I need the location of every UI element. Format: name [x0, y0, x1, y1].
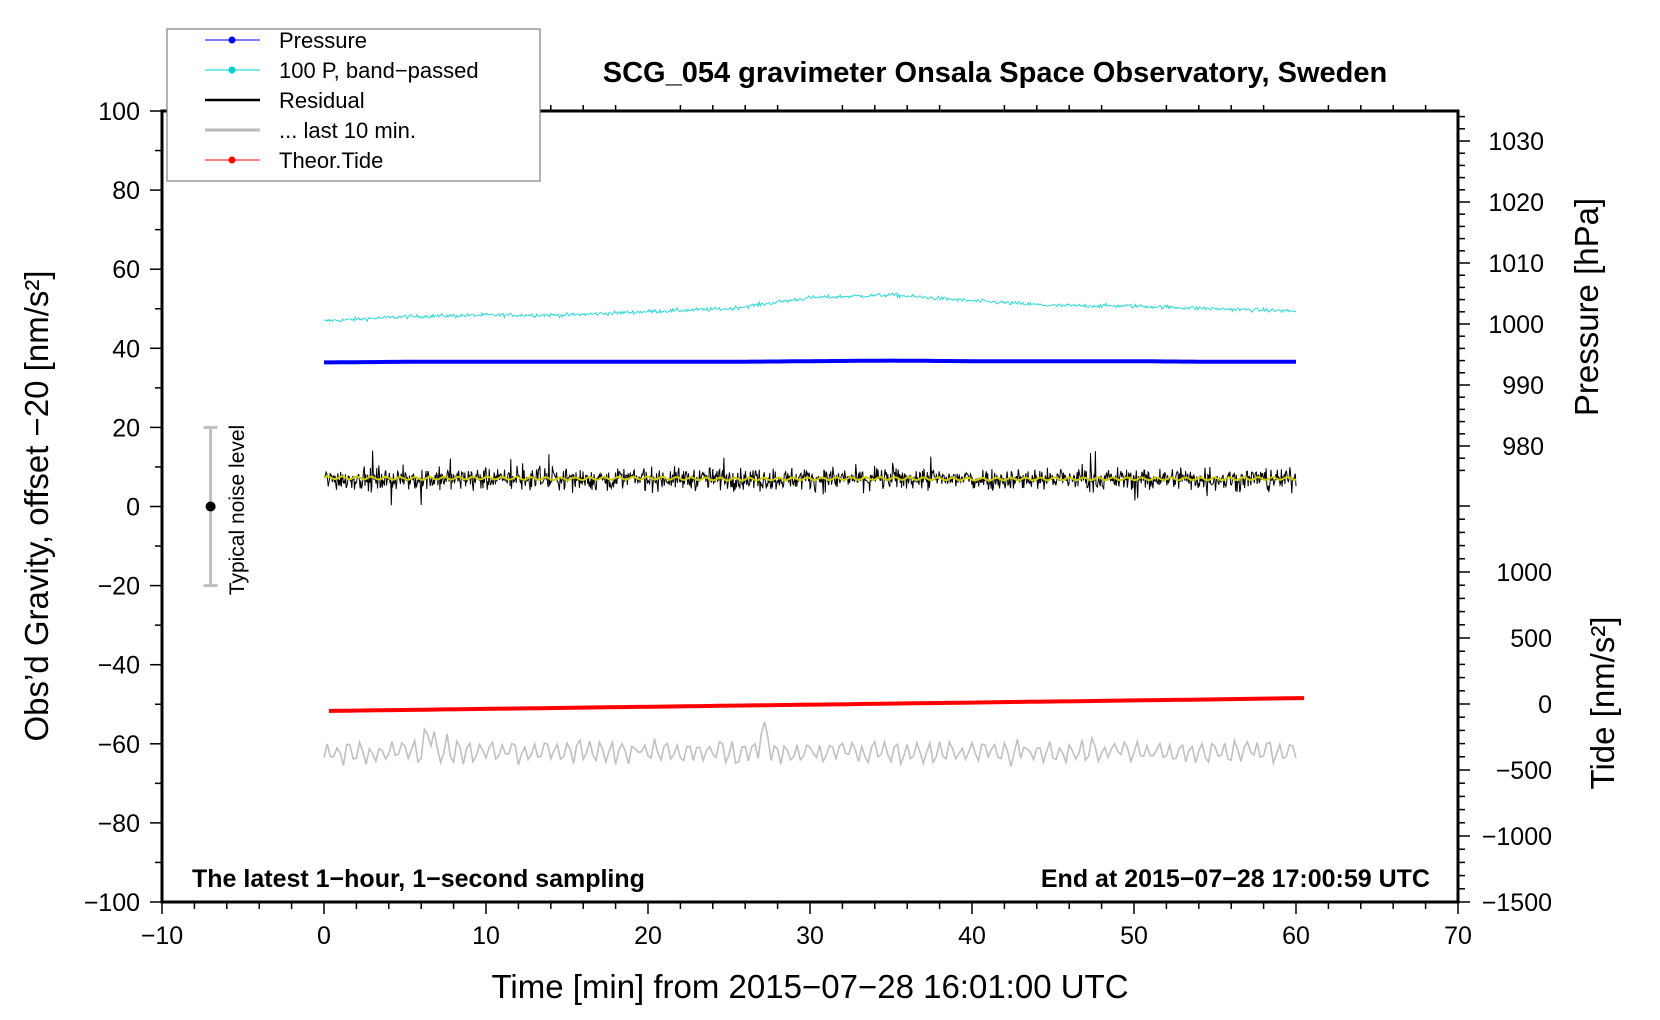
- x-tick-label: 70: [1444, 922, 1472, 950]
- chart-title: SCG_054 gravimeter Onsala Space Observat…: [603, 57, 1387, 89]
- y-tick-label: 60: [112, 256, 140, 284]
- tide-axis-label: Tide [nm/s²]: [1584, 617, 1621, 790]
- x-axis-label: Time [min] from 2015−07−28 16:01:00 UTC: [491, 968, 1128, 1005]
- legend-box: [166, 28, 541, 182]
- x-tick-label: 60: [1282, 922, 1310, 950]
- x-tick-label: 0: [317, 922, 331, 950]
- legend-marker-4: [228, 156, 236, 164]
- legend-label: Pressure: [279, 28, 367, 53]
- x-tick-label: 50: [1120, 922, 1148, 950]
- y-tick-label: −20: [98, 573, 140, 601]
- y-axis-label: Obs’d Gravity, offset −20 [nm/s²]: [18, 270, 55, 741]
- residual-smoothed-line: [323, 475, 1297, 482]
- y-tick-label: −40: [98, 652, 140, 680]
- y-tick-label: −100: [84, 889, 140, 917]
- legend-marker-0: [228, 36, 236, 44]
- pressure-tick-label: 1010: [1488, 250, 1544, 278]
- y-tick-label: 20: [112, 414, 140, 442]
- pressure-line: [324, 358, 1296, 365]
- tide-tick-label: 0: [1538, 691, 1552, 719]
- legend-label: Theor.Tide: [279, 148, 383, 173]
- annotation-end-time: End at 2015−07−28 17:00:59 UTC: [1041, 865, 1430, 893]
- x-tick-label: 20: [634, 922, 662, 950]
- last-10-min-line: [323, 721, 1297, 768]
- pressure-tick-label: 1000: [1488, 311, 1544, 339]
- legend: Pressure 100 P, band−passed Residual ... la…: [166, 28, 541, 182]
- tide-line: [328, 696, 1305, 713]
- annotation-latest-hour: The latest 1−hour, 1−second sampling: [192, 865, 645, 893]
- x-tick-label: 10: [472, 922, 500, 950]
- y-tick-label: 80: [112, 177, 140, 205]
- y-tick-label: 100: [98, 98, 140, 126]
- tide-tick-label: −500: [1496, 757, 1552, 785]
- residual-line: [323, 450, 1297, 506]
- legend-marker-1: [228, 66, 236, 74]
- legend-label: Residual: [279, 88, 365, 113]
- x-tick-label: 40: [958, 922, 986, 950]
- plot-frame: [160, 109, 1460, 904]
- pressure-tick-label: 990: [1502, 372, 1544, 400]
- y-tick-label: 40: [112, 335, 140, 363]
- tide-tick-label: −1500: [1482, 889, 1552, 917]
- y-tick-label: −80: [98, 810, 140, 838]
- pressure-tick-label: 1030: [1488, 128, 1544, 156]
- x-tick-label: −10: [141, 922, 183, 950]
- pressure-tick-label: 980: [1502, 433, 1544, 461]
- pressure-tick-label: 1020: [1488, 189, 1544, 217]
- x-tick-label: 30: [796, 922, 824, 950]
- bandpassed-pressure-line: [323, 291, 1297, 323]
- legend-label: ... last 10 min.: [279, 118, 416, 143]
- tide-tick-label: 500: [1510, 625, 1552, 653]
- noise-level-label: Typical noise level: [226, 425, 249, 595]
- series-layer: [323, 291, 1305, 768]
- noise-bar-center: [205, 501, 216, 512]
- axes-layer: −10 0 10 20 30 40 50 60 70100806040200−20−40−60−…: [84, 98, 1552, 950]
- tide-tick-label: −1000: [1482, 823, 1552, 851]
- pressure-axis-label: Pressure [hPa]: [1568, 198, 1605, 416]
- y-tick-label: 0: [126, 494, 140, 522]
- legend-label: 100 P, band−passed: [279, 58, 479, 83]
- tide-tick-label: 1000: [1496, 559, 1552, 587]
- y-tick-label: −60: [98, 731, 140, 759]
